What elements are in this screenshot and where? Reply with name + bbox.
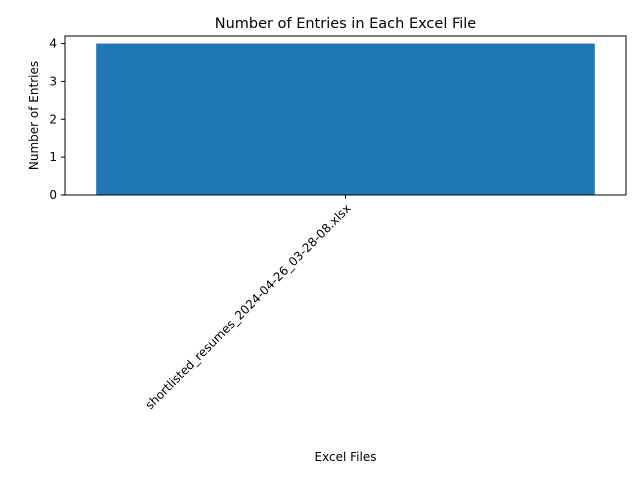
y-tick-label: 4 (49, 37, 57, 51)
y-tick-label: 2 (49, 112, 57, 126)
y-axis-ticks: 0 1 2 3 4 (49, 37, 65, 202)
plot-frame (64, 35, 627, 196)
x-axis-ticks: shortlisted_resumes_2024-04-26_03-28-08.… (143, 195, 354, 412)
chart-title: Number of Entries in Each Excel File (215, 16, 477, 32)
y-tick-label: 0 (49, 188, 57, 202)
x-tick-label: shortlisted_resumes_2024-04-26_03-28-08.… (143, 201, 354, 412)
bar-0 (96, 43, 595, 196)
bars-layer (96, 43, 595, 196)
y-tick-label: 3 (49, 74, 57, 88)
x-axis-title: Excel Files (315, 450, 377, 464)
y-tick-label: 1 (49, 150, 57, 164)
y-axis-title: Number of Entries (27, 61, 41, 170)
